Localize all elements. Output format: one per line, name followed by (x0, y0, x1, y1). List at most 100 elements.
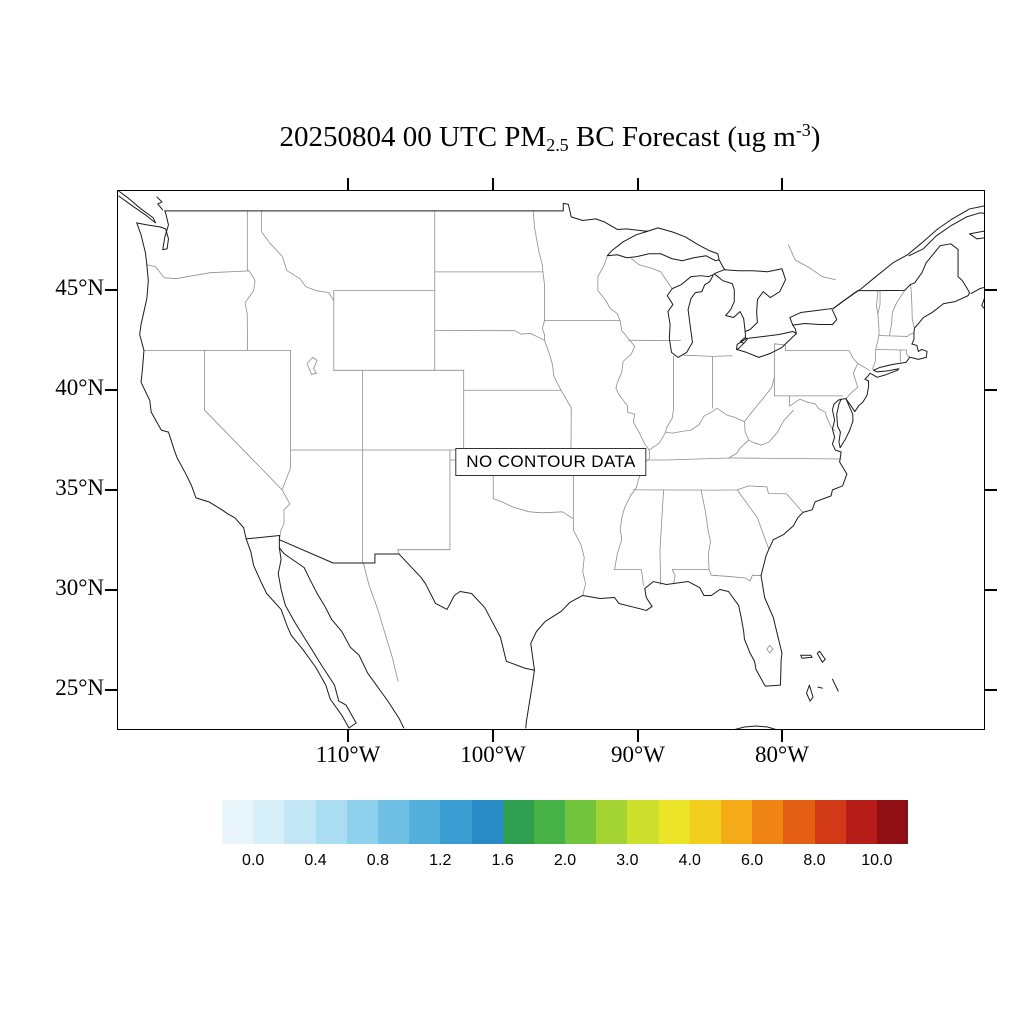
colorbar-label: 0.0 (242, 852, 265, 869)
state-border-path (788, 244, 836, 281)
state-border-path (905, 349, 911, 358)
state-border-path (671, 569, 676, 584)
lat-tick-left (105, 689, 117, 691)
state-border (143, 210, 915, 682)
state-border-path (736, 489, 770, 550)
colorbar-swatch (315, 800, 347, 844)
coastline-path (831, 678, 839, 692)
colorbar-swatch (752, 800, 784, 844)
colorbar-label: 4.0 (678, 852, 701, 869)
state-border-path (728, 421, 750, 459)
state-border-path (278, 489, 291, 541)
coastline-path (800, 654, 813, 659)
colorbar-label: 8.0 (803, 852, 826, 869)
colorbar-label: 2.0 (553, 852, 577, 869)
plot-title-middle: BC Forecast (ug m (568, 120, 796, 153)
coastline-path (832, 243, 971, 310)
coastline-path (245, 535, 535, 671)
colorbar-swatch (284, 800, 316, 844)
lat-tick-right (985, 689, 997, 691)
colorbar-swatch (814, 800, 846, 844)
state-border-path (261, 210, 335, 301)
colorbar-swatch (689, 800, 721, 844)
colorbar-swatch (783, 800, 815, 844)
coastline-path (817, 686, 823, 689)
coastline-path (136, 210, 169, 251)
colorbar-swatch (845, 800, 877, 844)
no-contour-data-label: NO CONTOUR DATA (455, 448, 647, 476)
coastline-path (869, 368, 900, 378)
colorbar-swatch (565, 800, 597, 844)
lat-tick-right (985, 289, 997, 291)
state-border-path (541, 320, 545, 341)
colorbar-label: 0.8 (366, 852, 390, 869)
coastline-path (789, 308, 838, 326)
coastline-path (845, 398, 856, 413)
state-border-path (766, 644, 774, 654)
coastline-path (713, 268, 787, 332)
state-border-path (306, 356, 318, 375)
coastline-path (806, 684, 814, 702)
lat-tick-left (105, 589, 117, 591)
lon-axis-label: 110°W (315, 742, 381, 767)
state-border-path (683, 354, 733, 357)
lon-tick-top (781, 178, 783, 190)
coastline-path (278, 547, 405, 729)
coastline-path (156, 196, 164, 211)
lat-tick-left (105, 489, 117, 491)
colorbar (222, 800, 909, 844)
colorbar-swatch (502, 800, 534, 844)
colorbar-swatch (471, 800, 503, 844)
state-border-path (560, 389, 572, 461)
coastline-path (816, 650, 826, 663)
colorbar-swatch (627, 800, 659, 844)
lon-tick-bottom (637, 730, 639, 742)
lon-axis-label: 80°W (755, 742, 809, 767)
lon-axis-label: 100°W (460, 742, 526, 767)
colorbar-swatch (222, 800, 254, 844)
lat-axis-label: 30°N (55, 575, 104, 600)
coastline-path (792, 324, 797, 334)
state-border-path (700, 489, 711, 570)
coastline-path (831, 398, 842, 451)
lat-tick-right (985, 489, 997, 491)
state-border-path (875, 349, 907, 351)
plot-title: 20250804 00 UTC PM2.5 BC Forecast (ug m-… (80, 120, 1020, 156)
state-border-path (532, 210, 545, 321)
colorbar-label: 1.2 (429, 852, 452, 869)
state-border-path (281, 350, 291, 491)
coastline-path (245, 538, 350, 729)
state-border-path (910, 284, 915, 329)
lat-axis-label: 25°N (55, 675, 104, 700)
lon-axis-label: 90°W (611, 742, 665, 767)
lon-tick-top (637, 178, 639, 190)
state-border-path (773, 343, 786, 351)
state-border-path (728, 457, 842, 460)
coastline-path (873, 292, 971, 371)
coastline-path (908, 212, 984, 295)
state-border-path (544, 340, 562, 391)
lat-tick-right (985, 589, 997, 591)
state-border-path (789, 395, 836, 432)
lon-tick-top (492, 178, 494, 190)
coastline (118, 191, 984, 729)
state-border-path (645, 457, 730, 461)
colorbar-label: 1.6 (491, 852, 514, 869)
plot-title-text: 20250804 00 UTC PM (279, 120, 547, 153)
coastline-path (525, 669, 535, 729)
state-border-path (877, 291, 881, 314)
coastline-path (734, 725, 776, 729)
state-border-path (665, 355, 674, 433)
us-map (118, 191, 984, 729)
lon-tick-bottom (347, 730, 349, 742)
state-border-path (878, 332, 915, 337)
coastline-path (854, 372, 871, 413)
coastline-path (736, 342, 745, 350)
state-border-path (889, 290, 905, 337)
lat-tick-left (105, 289, 117, 291)
map-frame: NO CONTOUR DATA (117, 190, 985, 730)
state-border-path (146, 264, 250, 280)
colorbar-swatch (253, 800, 285, 844)
coastline-path (981, 298, 984, 310)
